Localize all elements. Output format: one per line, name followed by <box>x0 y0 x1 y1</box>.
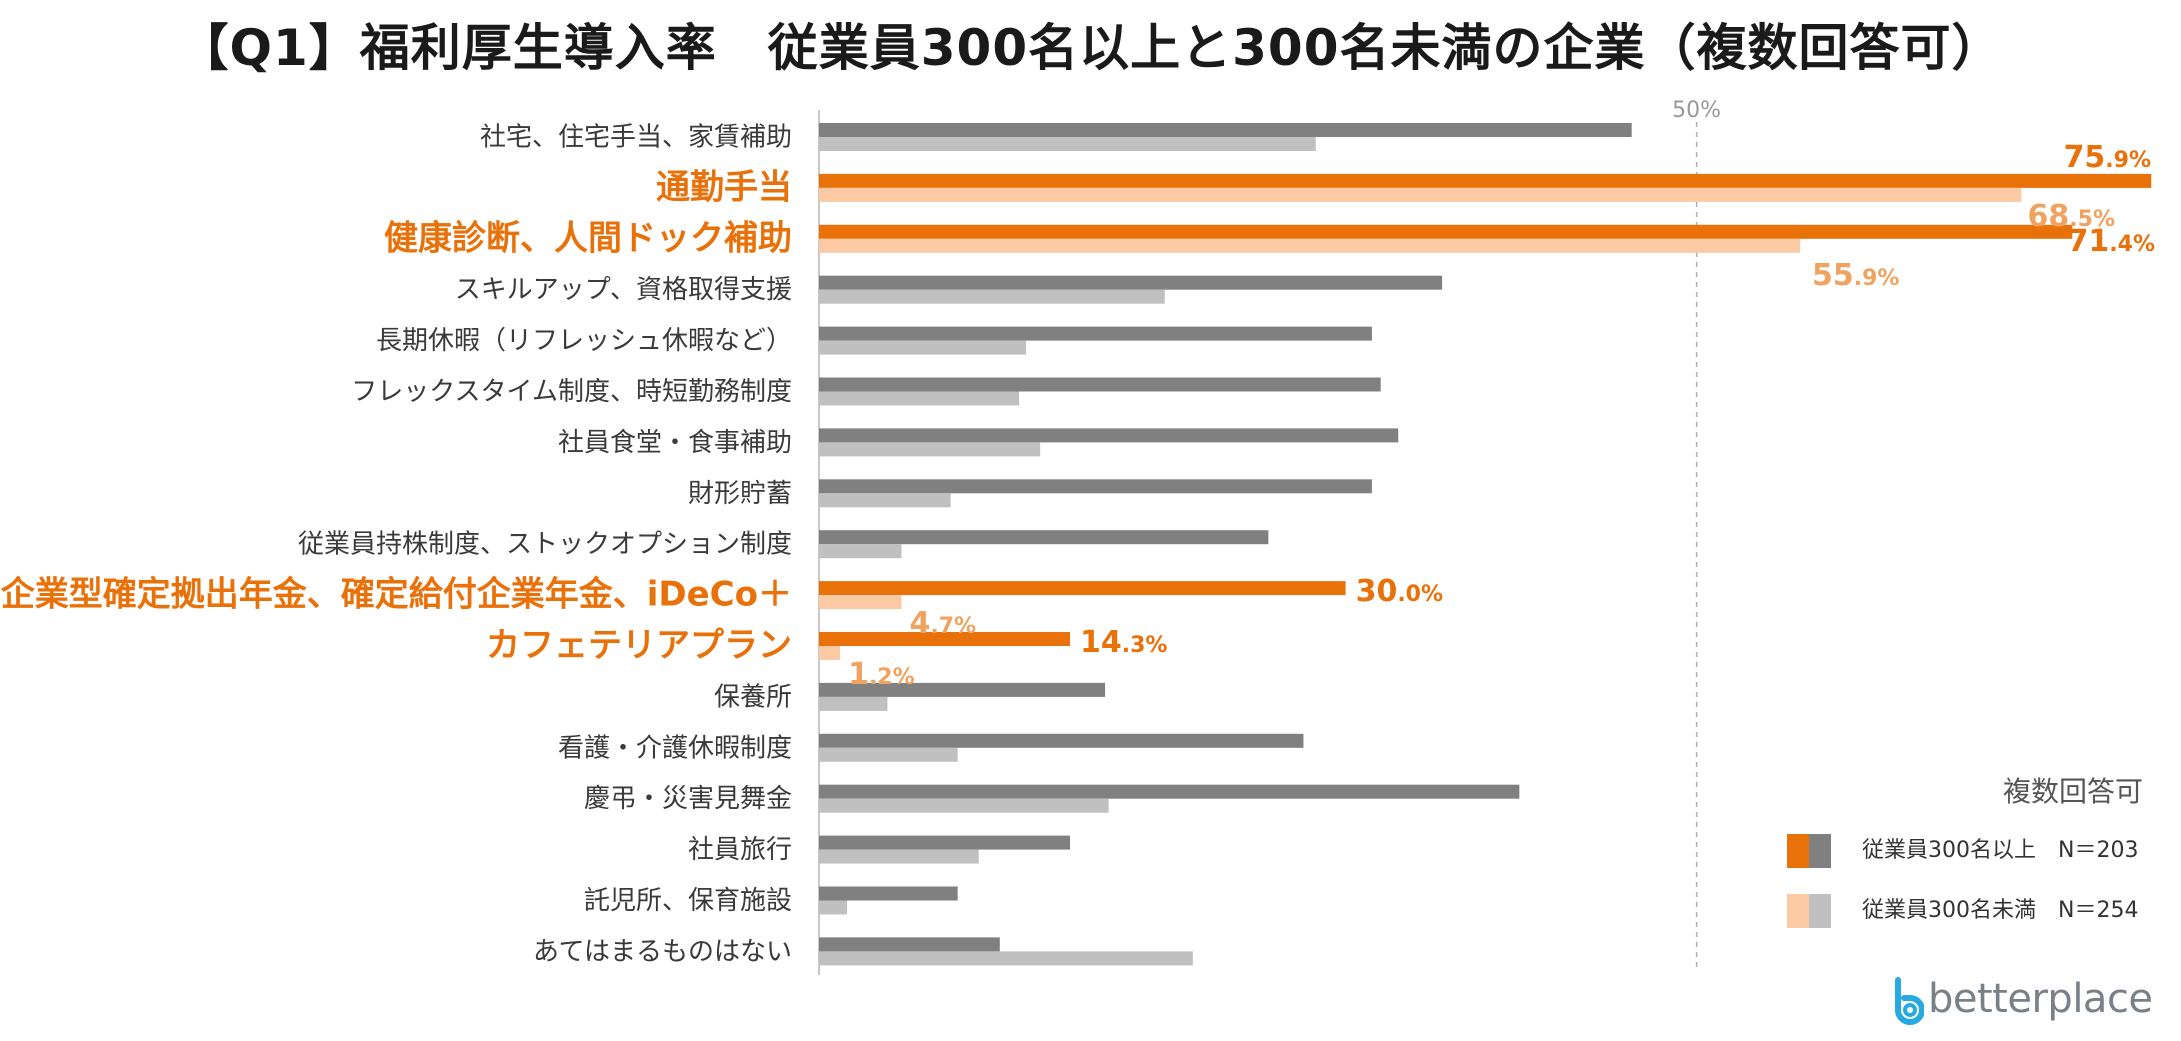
category-label: 財形貯蓄 <box>688 479 792 509</box>
legend-item-300-plus: 従業員300名以上 N＝203 <box>1787 832 2138 868</box>
reference-line-label: 50% <box>1672 98 1721 123</box>
bar-300-plus <box>819 632 1071 646</box>
legend-swatch-highlight <box>1787 834 1809 868</box>
data-label: 1.2% <box>848 657 915 692</box>
category-label: 社宅、住宅手当、家賃補助 <box>480 123 792 153</box>
chart-title: 【Q1】福利厚生導入率 従業員300名以上と300名未満の企業（複数回答可） <box>178 19 2003 77</box>
bar-300-plus <box>819 275 1443 290</box>
category-label: 通勤手当 <box>656 167 792 207</box>
category-label: 託児所、保育施設 <box>584 886 792 916</box>
bar-under-300 <box>819 595 902 610</box>
bar-300-plus <box>819 886 958 901</box>
category-label: フレックスタイム制度、時短勤務制度 <box>351 377 792 407</box>
bar-300-plus <box>819 479 1372 494</box>
category-label: 従業員持株制度、ストックオプション制度 <box>298 530 792 560</box>
bar-under-300 <box>819 544 902 559</box>
bar-under-300 <box>819 187 2022 202</box>
betterplace-logo-icon <box>1895 977 1924 1025</box>
bar-300-plus <box>819 224 2073 239</box>
legend-swatch-normal <box>1809 894 1831 928</box>
bar-under-300 <box>819 340 1027 355</box>
category-label: 看護・介護休暇制度 <box>558 733 792 763</box>
category-label: 社員食堂・食事補助 <box>558 428 792 458</box>
data-label: 75.9% <box>2064 140 2151 175</box>
bar-under-300 <box>819 798 1109 813</box>
bar-under-300 <box>819 900 848 915</box>
bar-300-plus <box>819 784 1520 799</box>
bar-300-plus <box>819 377 1381 392</box>
bar-under-300 <box>819 442 1041 457</box>
data-label: 71.4% <box>2068 224 2155 259</box>
bar-under-300 <box>819 493 951 508</box>
legend-note: 複数回答可 <box>2003 775 2144 808</box>
bar-300-plus <box>819 682 1106 697</box>
bar-under-300 <box>819 696 888 711</box>
bar-under-300 <box>819 849 979 864</box>
category-label: 保養所 <box>714 682 792 712</box>
legend-swatch-highlight <box>1787 894 1809 928</box>
category-label: 長期休暇（リフレッシュ休暇など） <box>376 326 792 356</box>
bar-300-plus <box>819 581 1346 596</box>
bar-300-plus <box>819 530 1269 545</box>
data-label: 4.7% <box>909 606 976 641</box>
betterplace-logo: betterplace <box>1890 976 2153 1026</box>
data-label: 68.5% <box>2028 199 2115 234</box>
legend-label-under-300: 従業員300名未満 N＝254 <box>1862 898 2139 923</box>
bar-under-300 <box>819 646 841 660</box>
category-label: カフェテリアプラン <box>486 626 792 666</box>
bar-300-plus <box>819 123 1632 137</box>
bar-300-plus <box>819 733 1304 748</box>
bar-under-300 <box>819 391 1020 406</box>
bar-300-plus <box>819 173 2152 188</box>
data-label: 55.9% <box>1812 258 1899 293</box>
bar-300-plus <box>819 835 1071 850</box>
bar-under-300 <box>819 289 1165 304</box>
category-label: スキルアップ、資格取得支援 <box>455 275 792 305</box>
data-label: 14.3% <box>1080 625 1167 660</box>
betterplace-logo-text: betterplace <box>1928 976 2153 1022</box>
category-label: 健康診断、人間ドック補助 <box>384 218 792 258</box>
legend-swatch-under-300 <box>1787 894 1831 928</box>
legend-label-300-plus: 従業員300名以上 N＝203 <box>1862 838 2139 863</box>
category-label: 企業型確定拠出年金、確定給付企業年金、iDeCo＋ <box>1 575 792 615</box>
legend-swatch-normal <box>1809 834 1831 868</box>
category-label: 慶弔・災害見舞金 <box>584 784 792 814</box>
bar-under-300 <box>819 951 1193 966</box>
bar-under-300 <box>819 747 958 762</box>
bar-300-plus <box>819 937 1000 952</box>
data-label: 30.0% <box>1356 574 1443 609</box>
legend-swatch-300-plus <box>1787 834 1831 868</box>
category-label: あてはまるものはない <box>533 937 792 967</box>
bar-under-300 <box>819 238 1801 253</box>
bar-300-plus <box>819 326 1372 341</box>
bar-under-300 <box>819 137 1316 151</box>
category-label: 社員旅行 <box>688 835 792 865</box>
bar-300-plus <box>819 428 1399 443</box>
legend-item-under-300: 従業員300名未満 N＝254 <box>1787 892 2138 928</box>
